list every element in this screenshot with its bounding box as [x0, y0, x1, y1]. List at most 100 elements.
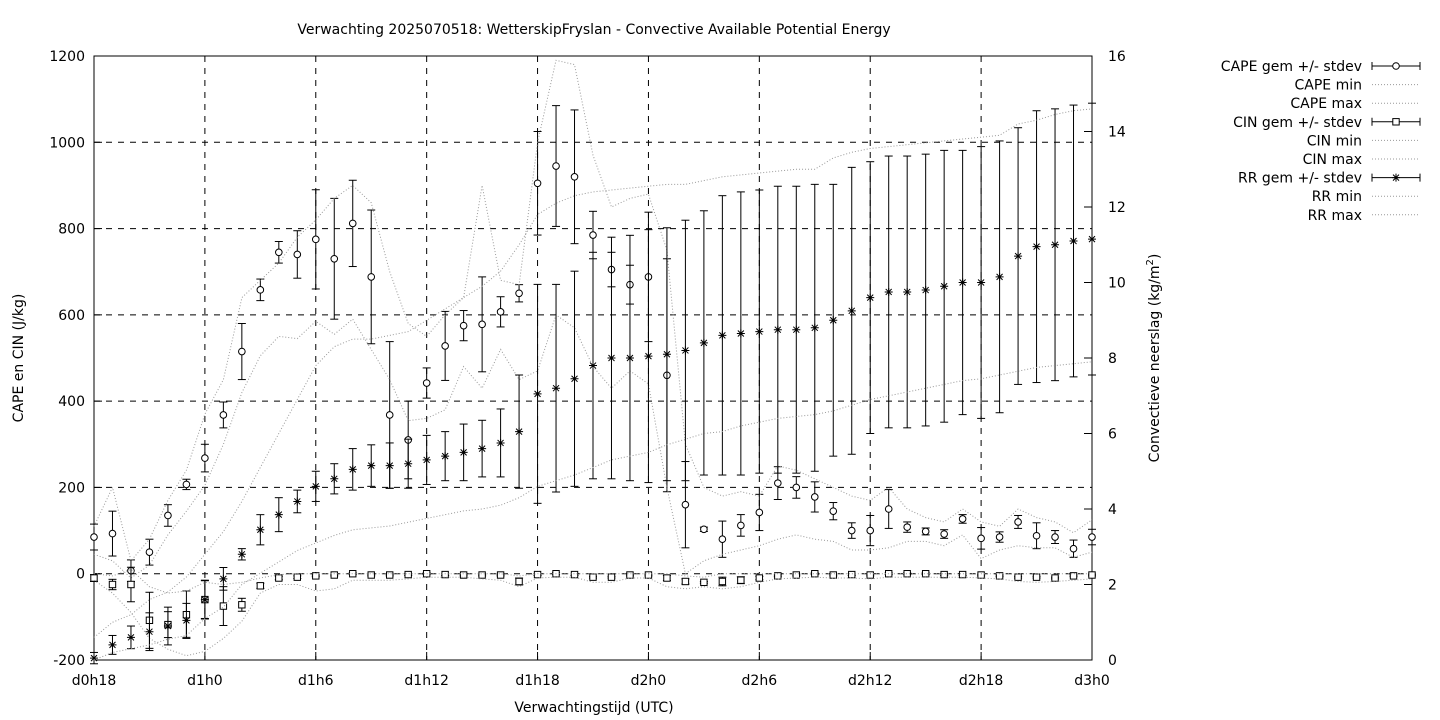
data-point — [552, 162, 560, 170]
data-point — [625, 354, 634, 362]
data-point — [441, 342, 449, 350]
data-point — [533, 179, 542, 188]
data-point — [940, 282, 949, 291]
x-tick-label: d2h0 — [631, 673, 667, 689]
data-point — [404, 459, 413, 468]
data-point — [367, 273, 376, 281]
legend-label: CIN gem +/- stdev — [1233, 115, 1362, 131]
data-point — [737, 521, 745, 530]
data-point — [903, 523, 911, 531]
y-tick-label: 600 — [58, 308, 85, 324]
y-tick-label: -200 — [53, 653, 85, 669]
data-point — [737, 576, 745, 584]
data-point — [496, 308, 505, 316]
data-point — [478, 320, 486, 329]
y-tick-label: 400 — [58, 394, 85, 410]
y2-tick-label: 10 — [1108, 276, 1126, 292]
legend: CAPE gem +/- stdev CAPE min CAPE max CIN ge… — [1221, 59, 1421, 224]
data-point — [275, 574, 283, 582]
data-point — [1051, 574, 1059, 582]
x-tick-label: d1h6 — [298, 673, 334, 689]
data-point — [589, 573, 597, 581]
data-point — [182, 616, 191, 625]
data-point — [810, 323, 819, 332]
data-point — [219, 411, 228, 419]
data-point — [385, 461, 394, 470]
data-point — [755, 574, 764, 582]
legend-entry: RR min — [1312, 189, 1420, 205]
series-rr-min — [93, 361, 1093, 661]
data-point — [866, 293, 875, 302]
data-point — [274, 510, 283, 519]
data-point — [367, 571, 375, 579]
legend-marker — [1392, 118, 1400, 126]
y-tick-label: 800 — [58, 222, 85, 238]
data-point — [921, 286, 930, 295]
data-point — [1032, 573, 1041, 581]
legend-marker — [1392, 62, 1400, 70]
data-point — [293, 573, 301, 581]
data-point — [404, 570, 412, 579]
data-point — [201, 454, 209, 462]
data-point — [1014, 252, 1023, 261]
data-point — [774, 572, 782, 580]
y2-tick-label: 6 — [1108, 427, 1117, 443]
data-point — [496, 438, 505, 447]
y2-tick-label: 14 — [1108, 125, 1126, 141]
data-point — [164, 511, 172, 520]
data-point — [829, 507, 838, 515]
y2-tick-label: 0 — [1108, 653, 1117, 669]
data-point — [256, 525, 265, 534]
data-point — [441, 452, 450, 461]
data-point — [718, 535, 727, 544]
data-point — [589, 231, 597, 239]
y2-tick-label: 8 — [1108, 351, 1117, 367]
data-point — [1032, 531, 1041, 540]
data-point — [626, 571, 634, 579]
data-point — [755, 327, 764, 336]
legend-entry: CIN min — [1307, 133, 1420, 149]
series-layer — [90, 59, 1096, 665]
data-point — [866, 571, 874, 579]
data-point — [459, 321, 468, 330]
data-point — [589, 361, 597, 370]
data-point — [607, 354, 616, 362]
data-point — [238, 347, 246, 356]
data-point — [330, 254, 339, 263]
legend-label: CAPE min — [1295, 78, 1363, 94]
series-rr-gem-stdev — [90, 102, 1096, 665]
data-point — [256, 286, 265, 294]
data-point — [884, 505, 893, 513]
series-cin-min — [93, 576, 1093, 657]
data-point — [1051, 240, 1060, 249]
data-point — [1069, 544, 1078, 553]
y2-tick-label: 12 — [1108, 200, 1126, 216]
data-point — [108, 640, 117, 649]
data-point — [958, 278, 967, 287]
data-point — [1088, 571, 1096, 579]
data-point — [238, 601, 246, 609]
data-point — [570, 570, 579, 579]
data-point — [367, 461, 376, 470]
data-point — [884, 287, 893, 296]
data-point — [718, 577, 727, 586]
y2-tick-label: 2 — [1108, 578, 1117, 594]
legend-entry: CIN max — [1303, 152, 1420, 168]
data-point — [515, 577, 523, 586]
data-point — [459, 448, 468, 457]
data-point — [145, 627, 154, 636]
y-tick-label: 200 — [58, 480, 85, 496]
legend-entry: RR max — [1308, 208, 1420, 224]
y2-axis-ticks: 0 2 4 6 8 10 12 14 16 — [1084, 49, 1126, 669]
data-point — [127, 580, 135, 589]
legend-label: RR max — [1308, 208, 1362, 224]
x-tick-label: d2h18 — [959, 673, 1003, 689]
data-point — [1069, 236, 1078, 245]
data-point — [644, 352, 653, 361]
data-point — [533, 389, 542, 398]
legend-marker — [1392, 173, 1400, 182]
data-point — [515, 289, 523, 298]
x-tick-label: d1h18 — [515, 673, 559, 689]
x-tick-label: d0h18 — [72, 673, 116, 689]
x-tick-label: d2h12 — [848, 673, 892, 689]
